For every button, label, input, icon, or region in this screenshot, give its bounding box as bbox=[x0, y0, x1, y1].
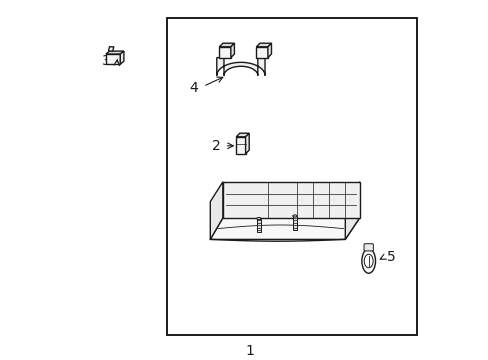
Polygon shape bbox=[345, 182, 359, 239]
Polygon shape bbox=[216, 58, 264, 76]
Text: 1: 1 bbox=[245, 344, 254, 358]
Polygon shape bbox=[120, 51, 123, 64]
Ellipse shape bbox=[361, 249, 375, 273]
Bar bbox=[167, 18, 416, 335]
Polygon shape bbox=[210, 182, 223, 239]
FancyBboxPatch shape bbox=[363, 244, 373, 251]
Polygon shape bbox=[230, 43, 234, 58]
Polygon shape bbox=[236, 137, 245, 154]
Polygon shape bbox=[256, 43, 271, 47]
Ellipse shape bbox=[292, 215, 296, 217]
Polygon shape bbox=[210, 218, 359, 239]
Polygon shape bbox=[245, 133, 249, 154]
Polygon shape bbox=[108, 47, 114, 51]
Ellipse shape bbox=[364, 254, 372, 268]
Ellipse shape bbox=[256, 217, 261, 220]
Bar bbox=[292, 216, 296, 230]
Text: 2: 2 bbox=[212, 139, 221, 153]
Polygon shape bbox=[219, 47, 230, 58]
Text: 5: 5 bbox=[386, 251, 395, 264]
Polygon shape bbox=[223, 182, 359, 218]
Polygon shape bbox=[267, 43, 271, 58]
Polygon shape bbox=[256, 47, 267, 58]
Polygon shape bbox=[106, 51, 123, 54]
Bar bbox=[256, 219, 261, 232]
Text: 3: 3 bbox=[102, 54, 110, 68]
Text: 4: 4 bbox=[188, 81, 197, 95]
Polygon shape bbox=[219, 43, 234, 47]
Polygon shape bbox=[236, 133, 249, 137]
Polygon shape bbox=[106, 54, 120, 64]
